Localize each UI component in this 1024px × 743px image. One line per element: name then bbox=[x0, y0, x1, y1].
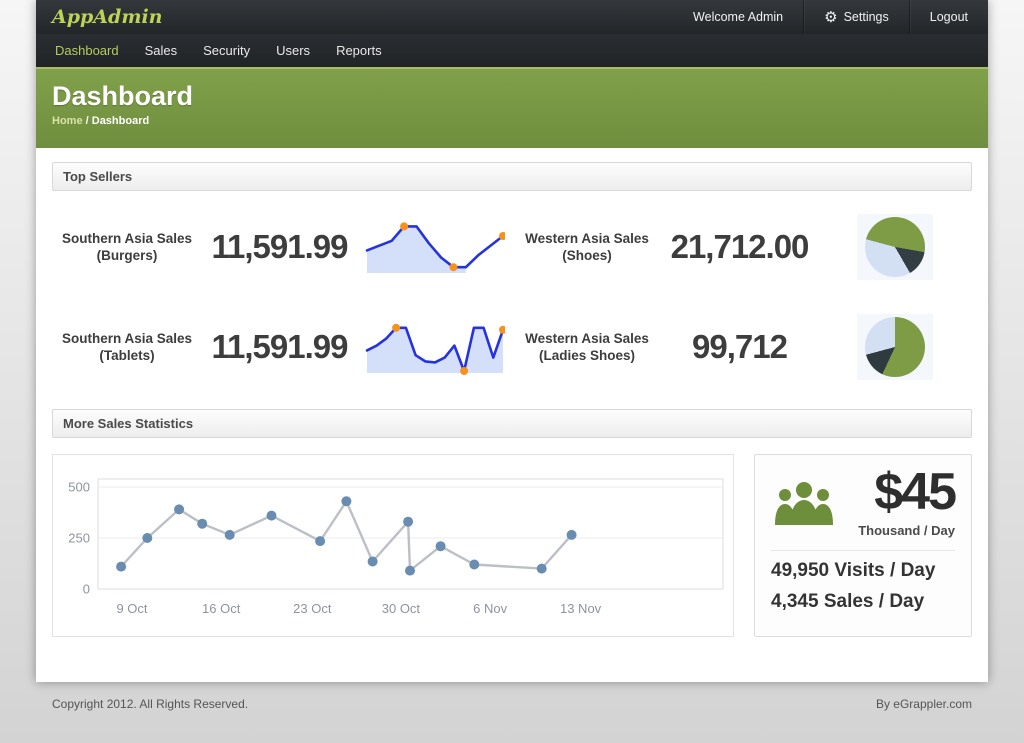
main-content: Top Sellers Southern Asia Sales (Burgers… bbox=[36, 148, 988, 682]
stat-shoes: Western Asia Sales (Shoes) 21,712.00 bbox=[512, 197, 972, 297]
users-group-icon bbox=[773, 481, 835, 527]
svg-text:13 Nov: 13 Nov bbox=[560, 601, 602, 616]
daily-summary-top: $45 Thousand / Day bbox=[771, 465, 955, 538]
stat-label-line2: (Tablets) bbox=[52, 347, 202, 364]
more-stats-row: 0 250 500 9 Oct 16 Oct 23 Oct 30 Oct 6 Nov 13 No… bbox=[52, 454, 972, 637]
stat-label-line2: (Burgers) bbox=[52, 247, 202, 264]
stat-burgers-chart-slot bbox=[357, 217, 512, 277]
main-nav: Dashboard Sales Security Users Reports bbox=[36, 34, 988, 67]
top-sellers-grid: Southern Asia Sales (Burgers) 11,591.99 … bbox=[52, 191, 972, 409]
daily-sales-line-chart: 0 250 500 9 Oct 16 Oct 23 Oct 30 Oct 6 Nov 13 No… bbox=[52, 454, 734, 637]
stat-burgers-label: Southern Asia Sales (Burgers) bbox=[52, 230, 202, 265]
svg-text:250: 250 bbox=[68, 531, 90, 546]
sales-per-day: 4,345 Sales / Day bbox=[771, 591, 955, 613]
nav-item-users[interactable]: Users bbox=[263, 34, 323, 67]
svg-text:16 Oct: 16 Oct bbox=[202, 601, 241, 616]
nav-item-sales[interactable]: Sales bbox=[132, 34, 191, 67]
nav-item-dashboard[interactable]: Dashboard bbox=[42, 34, 132, 67]
section-header-more-stats: More Sales Statistics bbox=[52, 409, 972, 438]
page-header: Dashboard Home / Dashboard bbox=[36, 67, 988, 148]
nav-item-reports[interactable]: Reports bbox=[323, 34, 395, 67]
stat-tablets-label: Southern Asia Sales (Tablets) bbox=[52, 330, 202, 365]
gear-icon: ⚙ bbox=[824, 10, 837, 25]
breadcrumb-current: Dashboard bbox=[92, 115, 149, 127]
tablets-sparkline-chart bbox=[365, 317, 505, 377]
panel-divider bbox=[771, 550, 955, 551]
stat-burgers-value: 11,591.99 bbox=[202, 228, 357, 266]
ladies-shoes-pie-chart bbox=[865, 317, 925, 377]
visits-per-day: 49,950 Visits / Day bbox=[771, 560, 955, 582]
app-window: AppAdmin Welcome Admin ⚙ Settings Logout… bbox=[36, 0, 988, 682]
svg-text:23 Oct: 23 Oct bbox=[293, 601, 332, 616]
copyright-text: Copyright 2012. All Rights Reserved. bbox=[52, 697, 248, 711]
stat-label-line1: Western Asia Sales bbox=[512, 330, 662, 347]
svg-text:30 Oct: 30 Oct bbox=[382, 601, 421, 616]
credit-text: By eGrappler.com bbox=[876, 697, 972, 711]
stat-ladies-shoes-value: 99,712 bbox=[662, 328, 817, 366]
breadcrumb: Home / Dashboard bbox=[52, 115, 972, 127]
footer: Copyright 2012. All Rights Reserved. By … bbox=[36, 682, 988, 726]
stat-ladies-shoes: Western Asia Sales (Ladies Shoes) 99,712 bbox=[512, 297, 972, 397]
welcome-user-link[interactable]: Welcome Admin bbox=[673, 0, 803, 34]
app-logo[interactable]: AppAdmin bbox=[36, 0, 178, 34]
daily-summary-panel: $45 Thousand / Day 49,950 Visits / Day 4… bbox=[754, 454, 972, 637]
stat-label-line1: Southern Asia Sales bbox=[52, 230, 202, 247]
stat-ladies-shoes-label: Western Asia Sales (Ladies Shoes) bbox=[512, 330, 662, 365]
stat-burgers: Southern Asia Sales (Burgers) 11,591.99 bbox=[52, 197, 512, 297]
amount-value: $45 bbox=[858, 465, 955, 520]
stat-tablets-chart-slot bbox=[357, 317, 512, 377]
svg-text:6 Nov: 6 Nov bbox=[473, 601, 507, 616]
stat-label-line1: Western Asia Sales bbox=[512, 230, 662, 247]
shoes-pie-chart bbox=[865, 217, 925, 277]
stat-shoes-chart-slot bbox=[817, 214, 972, 280]
burgers-sparkline-chart bbox=[365, 217, 505, 277]
topbar-right: Welcome Admin ⚙ Settings Logout bbox=[673, 0, 988, 34]
section-header-top-sellers: Top Sellers bbox=[52, 162, 972, 191]
settings-button[interactable]: ⚙ Settings bbox=[803, 0, 909, 34]
stat-tablets: Southern Asia Sales (Tablets) 11,591.99 bbox=[52, 297, 512, 397]
stat-label-line2: (Shoes) bbox=[512, 247, 662, 264]
svg-text:0: 0 bbox=[83, 582, 90, 597]
page-title: Dashboard bbox=[52, 81, 972, 112]
stat-ladies-shoes-chart-slot bbox=[817, 314, 972, 380]
nav-item-security[interactable]: Security bbox=[190, 34, 263, 67]
logout-button[interactable]: Logout bbox=[909, 0, 988, 34]
pie-background bbox=[857, 214, 933, 280]
breadcrumb-separator: / bbox=[86, 115, 89, 127]
breadcrumb-home-link[interactable]: Home bbox=[52, 115, 83, 127]
svg-text:500: 500 bbox=[68, 480, 90, 495]
stat-tablets-value: 11,591.99 bbox=[202, 328, 357, 366]
svg-text:9 Oct: 9 Oct bbox=[116, 601, 147, 616]
settings-label: Settings bbox=[844, 10, 889, 24]
pie-background bbox=[857, 314, 933, 380]
amount-block: $45 Thousand / Day bbox=[858, 465, 955, 538]
stat-label-line2: (Ladies Shoes) bbox=[512, 347, 662, 364]
topbar: AppAdmin Welcome Admin ⚙ Settings Logout bbox=[36, 0, 988, 34]
stat-shoes-label: Western Asia Sales (Shoes) bbox=[512, 230, 662, 265]
stat-label-line1: Southern Asia Sales bbox=[52, 330, 202, 347]
amount-unit: Thousand / Day bbox=[858, 523, 955, 538]
stat-shoes-value: 21,712.00 bbox=[662, 228, 817, 266]
